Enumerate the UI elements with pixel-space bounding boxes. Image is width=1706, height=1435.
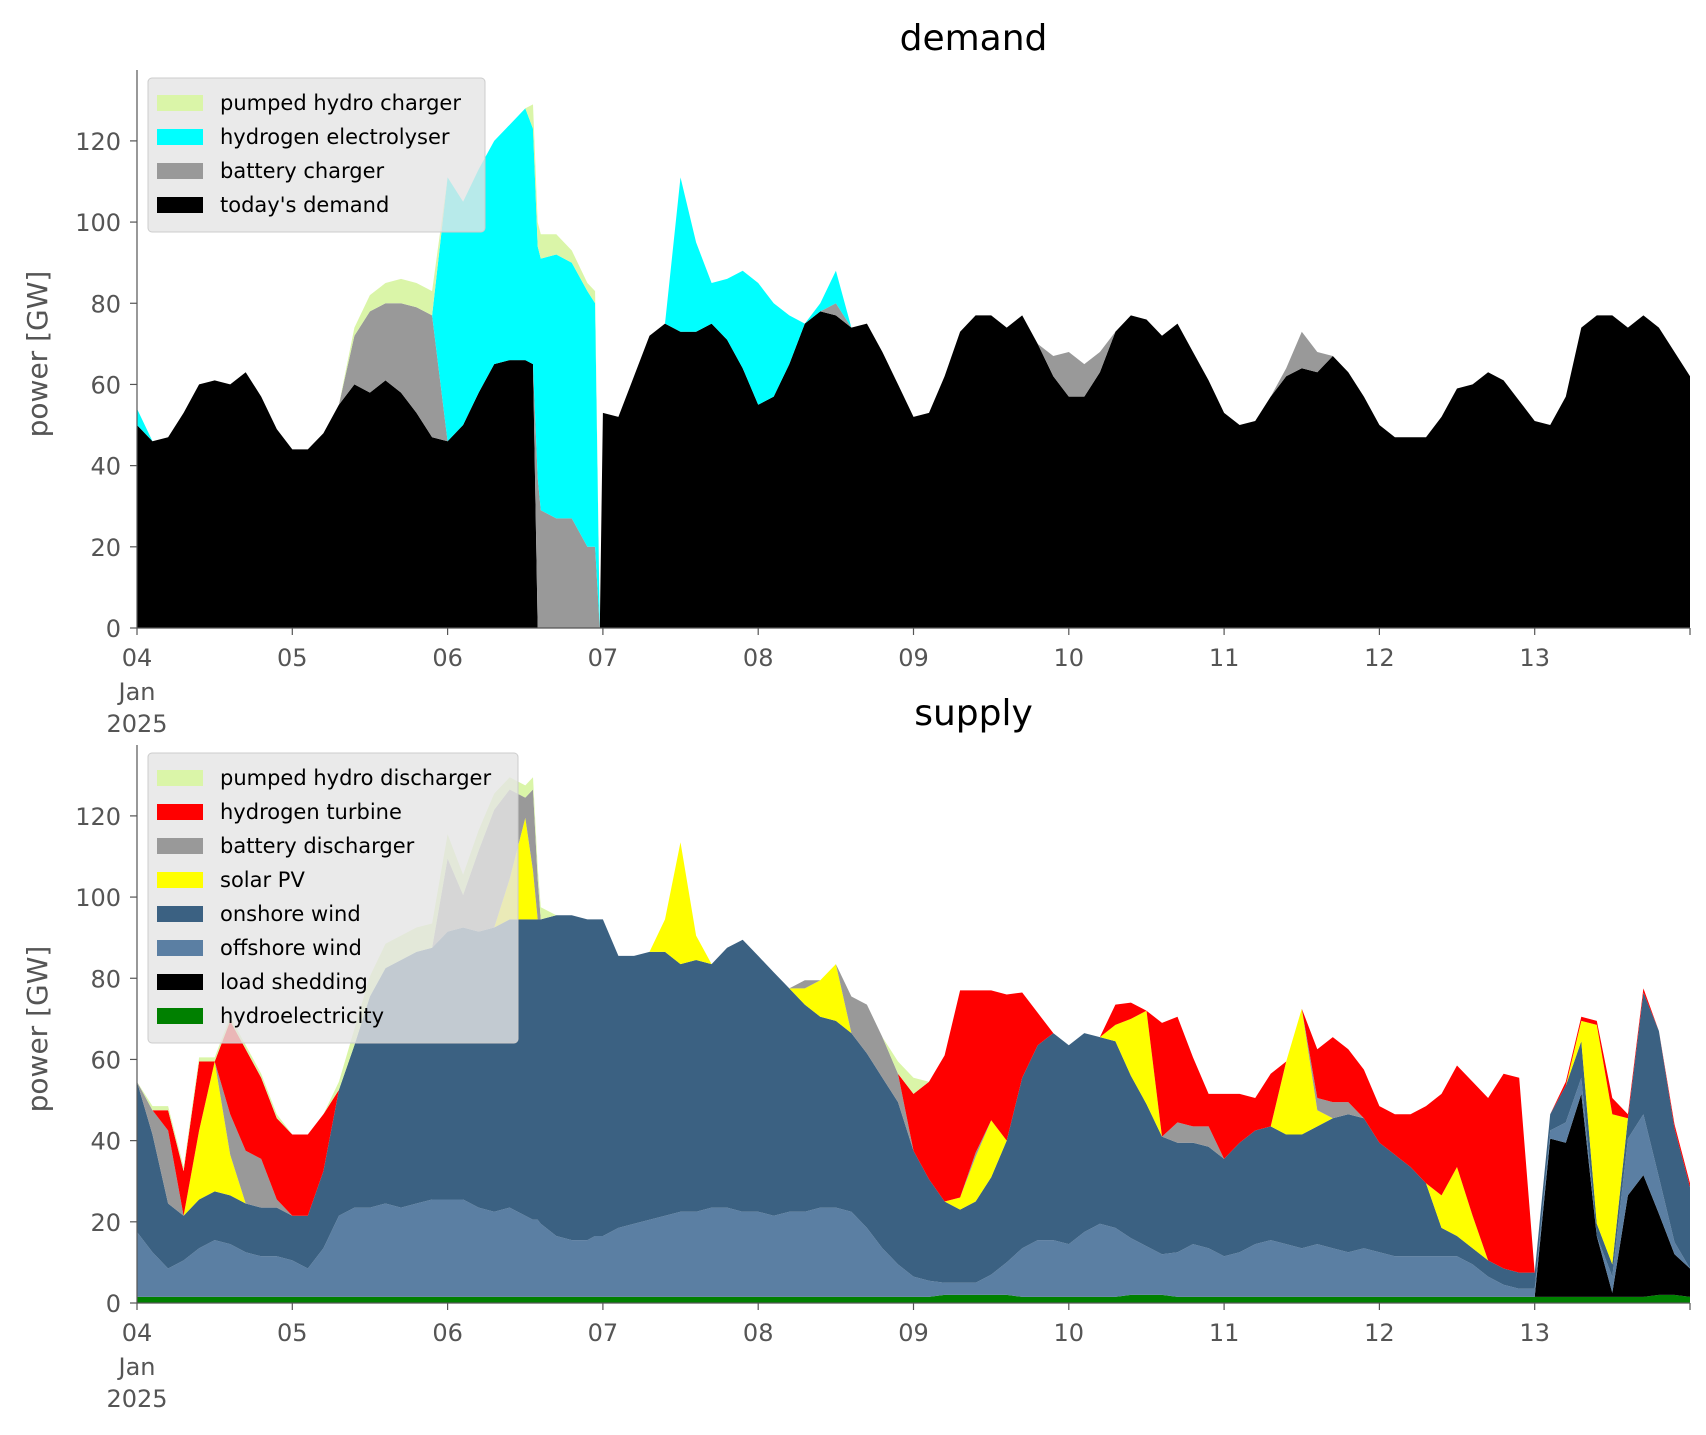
- supply-xtick-label: 10: [1054, 1319, 1085, 1347]
- supply-ytick-label: 60: [90, 1046, 121, 1074]
- supply-xtick-label: 07: [588, 1319, 619, 1347]
- supply-ytick-label: 40: [90, 1128, 121, 1156]
- demand-legend-label-pumped-hydro-charger: pumped hydro charger: [220, 91, 461, 115]
- demand-ytick-label: 100: [75, 209, 121, 237]
- supply-xtick-label: 12: [1364, 1319, 1395, 1347]
- supply-xtick-label: 09: [898, 1319, 929, 1347]
- supply-legend-swatch-onshore-wind: [157, 906, 203, 922]
- supply-ytick-label: 120: [75, 803, 121, 831]
- demand-panel: 0 20 40 60 80 100 120 04 05 06 07 08 09 10 11 12 13 Jan 20…: [21, 18, 1691, 738]
- supply-legend-swatch-load-shedding: [157, 974, 203, 990]
- demand-legend-label-hydrogen-electrolyser: hydrogen electrolyser: [220, 125, 450, 149]
- supply-legend-label-pumped-hydro-discharger: pumped hydro discharger: [220, 766, 491, 790]
- demand-legend-label-battery-charger: battery charger: [220, 159, 385, 183]
- demand-legend: pumped hydro charger hydrogen electrolyse…: [147, 77, 486, 233]
- demand-legend-box: [147, 77, 486, 233]
- supply-ytick-label: 80: [90, 965, 121, 993]
- supply-legend-swatch-battery-discharger: [157, 838, 203, 854]
- demand-ytick-label: 120: [75, 128, 121, 156]
- supply-panel: 0 20 40 60 80 100 120 04 05 06 07 08 09 10 11 12 13 Jan 20…: [21, 693, 1691, 1413]
- supply-xtick-sublabel: 2025: [106, 1385, 167, 1413]
- supply-ytick-label: 20: [90, 1209, 121, 1237]
- demand-xtick-label: 05: [277, 644, 308, 672]
- demand-ytick-label: 0: [106, 615, 121, 643]
- demand-legend-swatch-battery-charger: [157, 163, 203, 179]
- supply-legend-box: [147, 752, 519, 1044]
- demand-legend-label-today-s-demand: today's demand: [220, 193, 389, 217]
- demand-ytick-label: 20: [90, 534, 121, 562]
- supply-legend-swatch-pumped-hydro-discharger: [157, 770, 203, 786]
- supply-legend-swatch-hydroelectricity: [157, 1008, 203, 1024]
- demand-xtick-label: 11: [1209, 644, 1240, 672]
- demand-xtick-sublabel: Jan: [117, 678, 156, 706]
- supply-legend-label-onshore-wind: onshore wind: [220, 902, 361, 926]
- demand-ytick-label: 60: [90, 371, 121, 399]
- supply-legend-swatch-offshore-wind: [157, 940, 203, 956]
- supply-xtick-label: 08: [743, 1319, 774, 1347]
- supply-legend-label-hydrogen-turbine: hydrogen turbine: [220, 800, 402, 824]
- demand-xtick-label: 12: [1364, 644, 1395, 672]
- supply-area-onshore-wind: [137, 915, 1690, 1289]
- supply-legend-label-load-shedding: load shedding: [220, 970, 368, 994]
- supply-xtick-label: 05: [277, 1319, 308, 1347]
- supply-area-offshore-wind: [137, 1077, 1690, 1297]
- supply-xtick-sublabel: Jan: [117, 1353, 156, 1381]
- supply-legend-label-offshore-wind: offshore wind: [220, 936, 362, 960]
- demand-xtick-label: 13: [1519, 644, 1550, 672]
- demand-y-axis-label: power [GW]: [21, 271, 54, 438]
- demand-xtick-label: 06: [432, 644, 463, 672]
- supply-xtick-label: 13: [1519, 1319, 1550, 1347]
- supply-xtick-label: 11: [1209, 1319, 1240, 1347]
- demand-xtick-label: 08: [743, 644, 774, 672]
- demand-xtick-label: 10: [1054, 644, 1085, 672]
- supply-xtick-label: 06: [432, 1319, 463, 1347]
- supply-xtick-label: 04: [122, 1319, 153, 1347]
- supply-legend-swatch-solar-pv: [157, 872, 203, 888]
- demand-xtick-label: 07: [588, 644, 619, 672]
- demand-legend-swatch-pumped-hydro-charger: [157, 95, 203, 111]
- demand-area-today-s-demand: [137, 311, 1690, 628]
- supply-y-axis-label: power [GW]: [21, 946, 54, 1113]
- supply-legend: pumped hydro discharger hydrogen turbine b…: [147, 752, 519, 1044]
- demand-xtick-label: 04: [122, 644, 153, 672]
- supply-legend-label-hydroelectricity: hydroelectricity: [220, 1004, 384, 1028]
- demand-ytick-label: 80: [90, 290, 121, 318]
- demand-xtick-sublabel: 2025: [106, 710, 167, 738]
- supply-ytick-label: 0: [106, 1290, 121, 1318]
- supply-legend-label-solar-pv: solar PV: [220, 868, 305, 892]
- supply-legend-swatch-hydrogen-turbine: [157, 804, 203, 820]
- demand-ytick-label: 40: [90, 453, 121, 481]
- demand-legend-swatch-hydrogen-electrolyser: [157, 129, 203, 145]
- demand-xtick-label: 09: [898, 644, 929, 672]
- supply-ytick-label: 100: [75, 884, 121, 912]
- supply-area-hydroelectricity: [137, 1294, 1690, 1303]
- supply-legend-label-battery-discharger: battery discharger: [220, 834, 415, 858]
- supply-chart-title: supply: [914, 693, 1033, 734]
- demand-legend-swatch-today-s-demand: [157, 197, 203, 213]
- demand-area-hydrogen-electrolyser: [137, 108, 1690, 628]
- demand-chart-title: demand: [900, 18, 1048, 59]
